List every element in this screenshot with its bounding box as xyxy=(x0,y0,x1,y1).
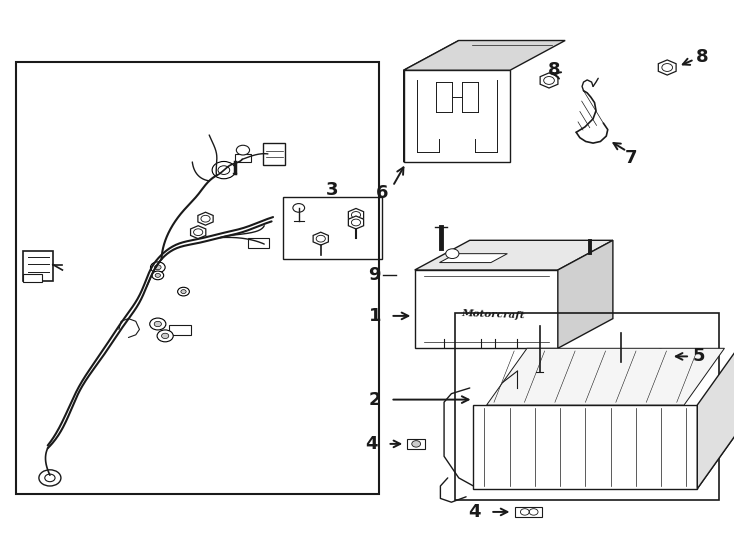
Text: 8: 8 xyxy=(696,48,708,66)
Bar xyxy=(169,325,191,335)
Text: 3: 3 xyxy=(325,181,338,199)
Circle shape xyxy=(150,262,165,273)
Text: 7: 7 xyxy=(625,149,638,167)
Bar xyxy=(23,274,42,282)
Polygon shape xyxy=(473,405,697,489)
Polygon shape xyxy=(404,40,565,70)
Circle shape xyxy=(293,204,305,212)
Circle shape xyxy=(152,271,164,280)
Circle shape xyxy=(412,441,421,447)
Polygon shape xyxy=(652,349,669,364)
Polygon shape xyxy=(440,254,507,262)
Bar xyxy=(16,62,379,494)
Polygon shape xyxy=(349,216,363,229)
Circle shape xyxy=(161,333,169,339)
Polygon shape xyxy=(191,226,206,239)
Text: 6: 6 xyxy=(375,184,388,202)
Circle shape xyxy=(662,64,672,71)
Polygon shape xyxy=(415,240,613,270)
Polygon shape xyxy=(198,212,213,225)
Circle shape xyxy=(655,353,666,360)
Polygon shape xyxy=(404,40,459,162)
Polygon shape xyxy=(349,208,363,221)
Bar xyxy=(23,251,53,281)
Polygon shape xyxy=(487,348,724,405)
Circle shape xyxy=(154,265,161,270)
Circle shape xyxy=(446,249,459,259)
Bar xyxy=(248,238,269,248)
Circle shape xyxy=(212,161,236,179)
Polygon shape xyxy=(415,270,558,348)
Text: 2: 2 xyxy=(368,390,381,409)
Bar xyxy=(283,197,382,259)
Circle shape xyxy=(155,273,161,278)
Circle shape xyxy=(316,235,325,242)
Polygon shape xyxy=(313,232,328,245)
Polygon shape xyxy=(697,348,734,489)
Polygon shape xyxy=(558,240,613,348)
Circle shape xyxy=(157,330,173,342)
Polygon shape xyxy=(658,60,676,75)
Text: 4: 4 xyxy=(366,435,378,453)
Polygon shape xyxy=(404,70,510,162)
Text: 9: 9 xyxy=(368,266,381,285)
Text: 1: 1 xyxy=(368,307,381,325)
Text: Motorcraft: Motorcraft xyxy=(462,309,526,320)
Circle shape xyxy=(201,215,210,222)
Polygon shape xyxy=(540,73,558,88)
Text: 8: 8 xyxy=(548,61,561,79)
Circle shape xyxy=(236,145,250,155)
Text: 5: 5 xyxy=(692,347,705,366)
Circle shape xyxy=(154,321,161,327)
Circle shape xyxy=(178,287,189,296)
Circle shape xyxy=(352,212,360,218)
Circle shape xyxy=(194,229,203,235)
Circle shape xyxy=(544,77,554,84)
Circle shape xyxy=(181,289,186,294)
Bar xyxy=(263,143,285,165)
Bar xyxy=(407,439,425,449)
Circle shape xyxy=(352,219,360,226)
Bar xyxy=(455,313,719,500)
Text: 4: 4 xyxy=(468,503,481,521)
Circle shape xyxy=(150,318,166,330)
Bar xyxy=(235,154,251,162)
Polygon shape xyxy=(473,432,734,489)
Bar xyxy=(515,507,542,517)
